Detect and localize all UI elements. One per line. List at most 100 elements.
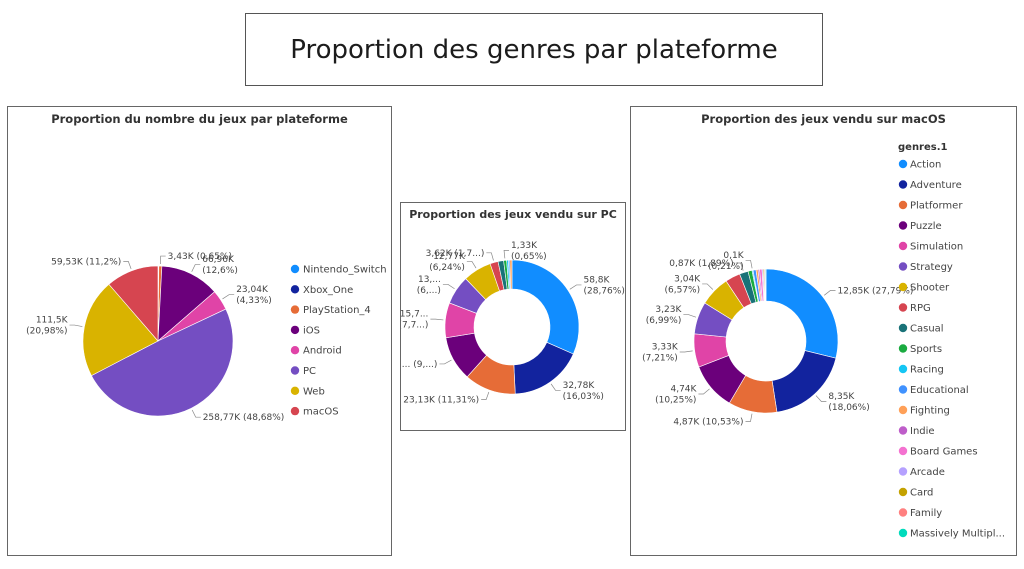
platform-legend-label-5[interactable]: PC — [303, 366, 316, 377]
macos-donut-leader-2 — [745, 413, 753, 422]
genre-legend-label-5[interactable]: Strategy — [910, 262, 953, 273]
pc-donut-data-label-1: 32,78K — [563, 381, 596, 391]
macos-donut-leader-6 — [702, 283, 714, 290]
platform-legend-label-4[interactable]: Android — [303, 346, 342, 357]
platform-pie-slice-5[interactable] — [91, 308, 234, 417]
macos-donut-data-label-2: 4,87K (10,53%) — [673, 418, 743, 428]
genre-legend-label-13[interactable]: Indie — [910, 426, 935, 437]
macos-donut-slice-18[interactable] — [764, 268, 767, 302]
genre-legend-label-11[interactable]: Educational — [910, 385, 969, 396]
genre-legend-label-12[interactable]: Fighting — [910, 406, 950, 417]
platform-pie-slice-6[interactable] — [82, 283, 159, 377]
genre-legend-label-9[interactable]: Sports — [910, 344, 942, 355]
macos-donut-leader-0 — [824, 290, 836, 296]
genre-legend-marker-9 — [898, 344, 908, 353]
macos-donut-leader-5 — [683, 314, 697, 318]
genre-legend-label-0[interactable]: Action — [910, 160, 941, 171]
platform-legend-marker-4 — [290, 346, 300, 355]
platform-legend-label-0[interactable]: Nintendo_Switch — [303, 265, 387, 276]
platform-pie-title: Proportion du nombre du jeux par platefo… — [51, 112, 348, 126]
pc-donut-leader-1 — [550, 383, 561, 391]
platform-pie-data-label-6: 111,5K — [36, 316, 69, 326]
platform-pie-data-label-4: 23,04K — [236, 285, 269, 295]
pc-donut-leader-7 — [486, 252, 494, 261]
macos-donut-slice-0[interactable] — [765, 268, 839, 359]
platform-legend-label-7[interactable]: macOS — [303, 407, 339, 418]
platform-legend-marker-0 — [290, 264, 300, 274]
genre-legend: genres.1 Action Adventure Platformer Puzzle S… — [898, 142, 1005, 540]
genre-legend-marker-13 — [898, 426, 908, 435]
macos-donut-title: Proportion des jeux vendu sur macOS — [701, 112, 946, 126]
platform-pie-data-label-3: 66,96K — [202, 255, 235, 265]
genre-legend-marker-11 — [898, 385, 908, 394]
genre-legend-label-2[interactable]: Platformer — [910, 201, 963, 212]
pc-donut-data-label-6: (6,24%) — [429, 263, 465, 273]
genre-legend-marker-12 — [898, 405, 908, 415]
platform-pie-leader-3 — [191, 264, 201, 272]
macos-donut-data-label-6: (6,57%) — [665, 285, 701, 295]
macos-donut-leader-1 — [815, 395, 827, 402]
genre-legend-marker-17 — [898, 508, 908, 517]
platform-pie-leader-5 — [191, 409, 201, 418]
macos-donut-leader-4 — [679, 350, 693, 353]
platform-pie-data-label-5: 258,77K (48,68%) — [203, 413, 285, 423]
pc-donut-data-label-6: 12,77K — [433, 252, 466, 262]
pc-donut-data-label-9: 1,33K — [511, 241, 538, 251]
genre-legend-label-3[interactable]: Puzzle — [910, 221, 942, 232]
genre-legend-marker-3 — [898, 221, 908, 230]
macos-donut-leader-10 — [745, 260, 753, 269]
platform-pie-panel[interactable]: Proportion du nombre du jeux par platefo… — [7, 106, 392, 556]
platform-pie-data-label-6: (20,98%) — [26, 327, 67, 337]
platform-pie-data-label-4: (4,33%) — [236, 296, 272, 306]
pc-donut-leader-0 — [569, 284, 582, 290]
pc-donut-slice-12[interactable] — [509, 259, 513, 290]
genre-legend-label-4[interactable]: Simulation — [910, 242, 963, 253]
platform-pie-slice-3[interactable] — [157, 265, 215, 342]
pc-donut-panel[interactable]: Proportion des jeux vendu sur PC 58,8K (2… — [400, 202, 626, 431]
platform-pie-slice-7[interactable] — [108, 265, 159, 342]
macos-donut-data-label-5: (6,99%) — [646, 316, 682, 326]
genre-legend-label-15[interactable]: Arcade — [910, 467, 945, 478]
genre-legend-label-1[interactable]: Adventure — [910, 180, 962, 191]
pc-donut-data-label-3: 20,... (9,...) — [401, 360, 437, 370]
genre-legend-title: genres.1 — [898, 142, 948, 153]
macos-donut-data-label-8: 0,87K (1,89%) — [669, 259, 733, 269]
platform-legend-label-2[interactable]: PlayStation_4 — [303, 305, 371, 316]
macos-donut-data-label-6: 3,04K — [674, 274, 701, 284]
genre-legend-label-7[interactable]: RPG — [910, 303, 931, 314]
pc-donut-leader-6 — [466, 260, 477, 269]
macos-donut-data-label-4: 3,33K — [652, 342, 679, 352]
macos-donut-data-label-1: 8,35K — [828, 392, 855, 402]
platform-legend-label-1[interactable]: Xbox_One — [303, 285, 353, 296]
platform-legend-marker-3 — [290, 325, 300, 335]
genre-legend-label-18[interactable]: Massively Multipl... — [910, 529, 1005, 540]
genre-legend-marker-1 — [898, 180, 908, 189]
platform-pie-data-label-7: 59,53K (11,2%) — [51, 257, 121, 267]
genre-legend-marker-7 — [898, 303, 908, 312]
pc-donut-chart[interactable]: 58,8K(28,76%) 32,78K(16,03%) 23,13K (11,31… — [401, 203, 627, 432]
platform-legend-label-6[interactable]: Web — [303, 386, 325, 397]
genre-legend-marker-16 — [898, 487, 908, 497]
pc-donut-data-label-5: (6,...) — [417, 286, 441, 296]
pc-donut-leader-9 — [503, 250, 510, 259]
platform-legend: Nintendo_Switch Xbox_One PlayStation_4 iOS A… — [290, 264, 387, 418]
pc-donut-slice-0[interactable] — [511, 259, 580, 355]
genre-legend-label-14[interactable]: Board Games — [910, 447, 978, 458]
macos-donut-panel[interactable]: Proportion des jeux vendu sur macOS 12,8… — [630, 106, 1017, 556]
pc-donut-data-label-7: 3,62K (1,7...) — [426, 249, 485, 259]
macos-donut-data-label-5: 3,23K — [655, 305, 682, 315]
platform-pie-leader-7 — [123, 261, 132, 269]
genre-legend-label-10[interactable]: Racing — [910, 365, 944, 376]
platform-legend-marker-7 — [290, 406, 300, 416]
genre-legend-label-6[interactable]: Shooter — [910, 283, 950, 294]
genre-legend-label-16[interactable]: Card — [910, 488, 933, 499]
genre-legend-marker-10 — [898, 364, 908, 374]
platform-pie-chart[interactable]: 3,43K (0,65%)66,96K(12,6%) 23,04K(4,33%) 2… — [8, 107, 393, 557]
genre-legend-marker-5 — [898, 262, 908, 271]
genre-legend-label-17[interactable]: Family — [910, 508, 942, 519]
genre-legend-label-8[interactable]: Casual — [910, 324, 944, 335]
macos-donut-slice-1[interactable] — [771, 350, 837, 413]
genre-legend-marker-8 — [898, 323, 908, 333]
platform-legend-label-3[interactable]: iOS — [303, 325, 320, 336]
macos-donut-chart[interactable]: 12,85K (27,79%) 8,35K(18,06%) 4,87K (10,53… — [631, 107, 1018, 557]
